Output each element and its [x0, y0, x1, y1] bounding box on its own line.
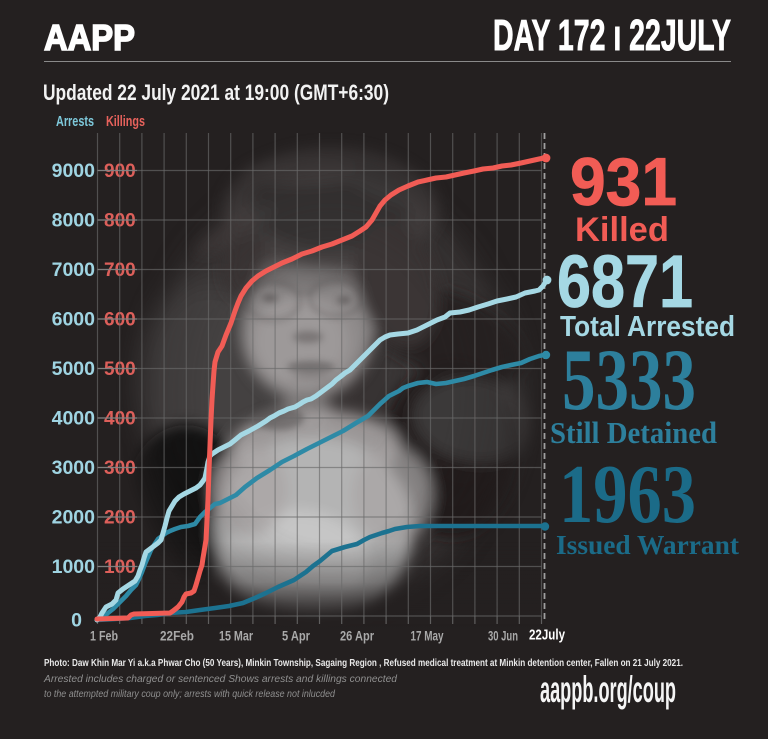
svg-text:26 Apr: 26 Apr — [340, 629, 375, 644]
svg-text:1963: 1963 — [559, 448, 696, 541]
svg-text:9000: 9000 — [52, 160, 96, 182]
svg-text:Arrested includes charged or s: Arrested includes charged or sentenced S… — [43, 673, 398, 685]
svg-text:to the attempted military coup: to the attempted military coup only; arr… — [44, 688, 336, 700]
svg-text:Issued Warrant: Issued Warrant — [556, 530, 739, 560]
svg-text:5333: 5333 — [562, 332, 696, 429]
svg-text:1000: 1000 — [52, 556, 96, 578]
svg-text:Total Arrested: Total Arrested — [560, 311, 735, 343]
svg-text:2000: 2000 — [52, 507, 96, 529]
svg-text:Photo: Daw Khin Mar Yi a.k.a: Photo: Daw Khin Mar Yi a.k.a Phwar Cho (… — [44, 657, 683, 669]
svg-text:Killed: Killed — [575, 211, 669, 249]
svg-text:aappb.org/coup: aappb.org/coup — [540, 669, 676, 710]
svg-text:DAY 172 ı 22JULY: DAY 172 ı 22JULY — [493, 11, 731, 60]
svg-text:931: 931 — [570, 144, 677, 220]
svg-text:Killings: Killings — [106, 114, 145, 130]
svg-text:4000: 4000 — [52, 408, 96, 430]
svg-text:15 Mar: 15 Mar — [219, 629, 254, 644]
svg-text:30 Jun: 30 Jun — [488, 629, 518, 644]
svg-text:1 Feb: 1 Feb — [90, 629, 118, 644]
svg-text:Arrests: Arrests — [56, 114, 94, 130]
svg-text:7000: 7000 — [52, 259, 96, 281]
svg-text:0: 0 — [71, 610, 82, 632]
svg-text:AAPP: AAPP — [44, 17, 135, 58]
svg-text:22Feb: 22Feb — [160, 629, 194, 644]
svg-text:8000: 8000 — [52, 210, 96, 232]
svg-text:5000: 5000 — [52, 358, 96, 380]
svg-text:5 Apr: 5 Apr — [282, 629, 311, 644]
svg-text:6871: 6871 — [557, 240, 693, 323]
svg-text:22July: 22July — [529, 627, 566, 644]
svg-text:17 May: 17 May — [411, 629, 444, 644]
svg-text:Updated 22 July 2021 at 19:00: Updated 22 July 2021 at 19:00 (GMT+6:30) — [43, 80, 389, 105]
svg-text:Still Detained: Still Detained — [550, 415, 717, 450]
svg-text:6000: 6000 — [52, 309, 96, 331]
svg-text:3000: 3000 — [52, 457, 96, 479]
